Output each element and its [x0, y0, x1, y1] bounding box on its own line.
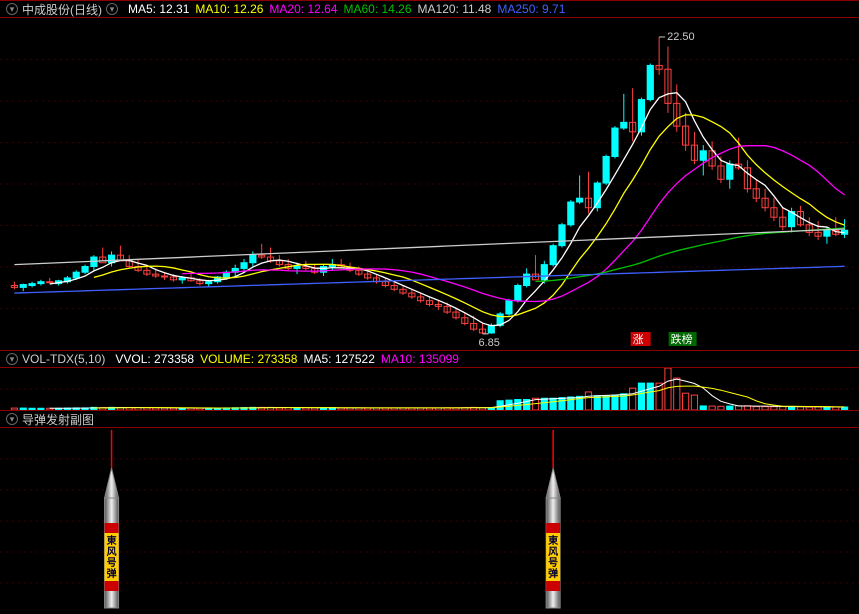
collapse-icon[interactable]: ▾ — [6, 413, 18, 425]
svg-text:東: 東 — [548, 534, 558, 547]
main-header: ▾ 中成股份(日线) ▾ MA5: 12.31 MA10: 12.26 MA20: … — [0, 0, 859, 18]
collapse-icon[interactable]: ▾ — [6, 3, 18, 15]
stock-title: 中成股份(日线) — [22, 1, 102, 18]
svg-text:号: 号 — [107, 557, 117, 569]
vol-title: VOL-TDX(5,10) — [22, 352, 105, 366]
svg-text:号: 号 — [548, 557, 558, 569]
svg-text:跌榜: 跌榜 — [671, 332, 693, 346]
ma-label: MA60: 14.26 — [343, 2, 411, 16]
ind-title: 导弹发射副图 — [22, 411, 94, 428]
vol-chart[interactable] — [0, 368, 859, 410]
vol-label: MA5: 127522 — [303, 352, 374, 366]
svg-text:6.85: 6.85 — [478, 337, 499, 349]
ma-label: MA10: 12.26 — [195, 2, 263, 16]
ind-chart[interactable]: 東风号弹東风号弹 — [0, 428, 859, 614]
ma-label: MA20: 12.64 — [269, 2, 337, 16]
ma-label: MA5: 12.31 — [128, 2, 189, 16]
vol-label: MA10: 135099 — [381, 352, 459, 366]
main-chart[interactable]: 22.50 6.85 涨 跌榜 — [0, 18, 859, 350]
svg-text:弹: 弹 — [548, 567, 558, 580]
svg-text:22.50: 22.50 — [667, 31, 695, 43]
collapse-icon[interactable]: ▾ — [6, 353, 18, 365]
dropdown-icon[interactable]: ▾ — [106, 3, 118, 15]
svg-text:東: 東 — [107, 534, 117, 547]
svg-text:风: 风 — [107, 546, 117, 558]
ind-header: ▾ 导弹发射副图 — [0, 410, 859, 428]
ma-label: MA120: 11.48 — [418, 2, 492, 16]
svg-text:涨: 涨 — [633, 333, 644, 346]
ma-label: MA250: 9.71 — [497, 2, 565, 16]
vol-header: ▾ VOL-TDX(5,10) VVOL: 273358 VOLUME: 2733… — [0, 350, 859, 368]
ma-legend: MA5: 12.31 MA10: 12.26 MA20: 12.64 MA60: 14… — [122, 2, 565, 16]
svg-text:弹: 弹 — [107, 567, 117, 580]
vol-legend: VVOL: 273358 VOLUME: 273358 MA5: 127522 MA1… — [109, 352, 459, 366]
vol-label: VVOL: 273358 — [115, 352, 194, 366]
svg-text:风: 风 — [548, 546, 558, 558]
vol-label: VOLUME: 273358 — [200, 352, 297, 366]
